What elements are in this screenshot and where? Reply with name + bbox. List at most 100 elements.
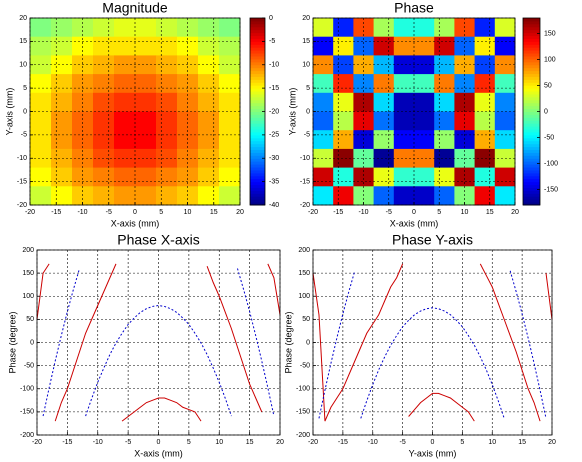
heatmap-cell: [373, 186, 395, 206]
heatmap-cell: [177, 111, 199, 131]
colorbar-segment: [250, 152, 265, 156]
x-tick-label: 10: [488, 439, 496, 446]
colorbar-segment: [250, 50, 265, 54]
heatmap-cell: [177, 167, 199, 187]
heatmap-cell: [313, 148, 334, 169]
heatmap-cell: [93, 186, 115, 206]
colorbar-segment: [250, 76, 265, 80]
heatmap-cell: [51, 36, 73, 56]
heatmap-cell: [494, 74, 516, 94]
colorbar-segment: [250, 47, 265, 51]
heatmap-cell: [114, 111, 136, 131]
heatmap-cell: [114, 55, 136, 75]
colorbar-segment: [523, 99, 540, 104]
heatmap-cell: [494, 18, 516, 38]
heatmap-cell: [414, 167, 435, 187]
heatmap-cell: [393, 167, 415, 187]
heatmap-cell: [51, 186, 73, 206]
x-tick-label: -15: [333, 209, 343, 216]
x-tick-label: 15: [246, 439, 254, 446]
x-tick-label: -10: [77, 209, 87, 216]
heatmap-cell: [494, 167, 516, 187]
colorbar-segment: [523, 108, 540, 112]
colorbar-tick-label: -25: [269, 132, 279, 139]
colorbar-segment: [250, 70, 265, 75]
heatmap-cell: [198, 111, 220, 131]
colorbar-segment: [523, 88, 540, 92]
y-tick-label: 10: [19, 62, 27, 69]
heatmap-cell: [333, 18, 354, 38]
y-tick-label: 0: [30, 339, 34, 346]
heatmap-cell: [93, 130, 115, 150]
colorbar-segment: [523, 172, 540, 177]
x-tick-label: -10: [368, 439, 378, 446]
heatmap-cell: [414, 55, 435, 75]
colorbar-segment: [523, 202, 540, 206]
x-tick-label: 5: [437, 209, 441, 216]
colorbar-segment: [523, 96, 540, 101]
heatmap-cell: [51, 74, 73, 94]
heatmap-cell: [454, 111, 476, 131]
colorbar-segment: [523, 193, 540, 197]
heatmap-cell: [219, 74, 241, 94]
colorbar-segment: [523, 85, 540, 89]
heatmap-cell: [156, 130, 178, 150]
heatmap-cell: [51, 130, 73, 150]
heatmap-cell: [454, 55, 476, 75]
x-axis-label: X-axis (mm): [390, 218, 439, 228]
heatmap-cell: [219, 18, 241, 38]
colorbar-tick-label: -30: [269, 155, 279, 162]
colorbar-segment: [523, 58, 540, 63]
heatmap-cell: [333, 111, 354, 131]
heatmap-cell: [373, 111, 395, 131]
heatmap-cell: [434, 167, 455, 187]
x-tick-label: 5: [187, 439, 191, 446]
heatmap-cell: [353, 167, 375, 187]
heatmap-cell: [135, 92, 157, 112]
x-tick-label: 15: [518, 439, 526, 446]
x-tick-label: -5: [106, 209, 112, 216]
heatmap-cell: [414, 18, 435, 38]
heatmap-cell: [219, 55, 241, 75]
colorbar-segment: [250, 126, 265, 130]
colorbar-segment: [250, 105, 265, 110]
colorbar-segment: [250, 143, 265, 148]
colorbar-segment: [523, 178, 540, 183]
y-tick-label: -150: [296, 409, 310, 416]
heatmap-cell: [51, 55, 73, 75]
heatmap-cell: [198, 148, 220, 169]
colorbar-segment: [523, 18, 540, 22]
colorbar-segment: [523, 79, 540, 83]
colorbar-segment: [250, 161, 265, 165]
colorbar-segment: [523, 105, 540, 110]
heatmap-cell: [135, 111, 157, 131]
colorbar-segment: [523, 161, 540, 165]
colorbar-segment: [250, 190, 265, 194]
heatmap-cell: [434, 18, 455, 38]
heatmap-cell: [114, 92, 136, 112]
colorbar-segment: [250, 137, 265, 142]
heatmap-cell: [474, 186, 496, 206]
colorbar-segment: [250, 41, 265, 45]
y-tick-label: 0: [306, 339, 310, 346]
colorbar-segment: [250, 169, 265, 174]
y-tick-label: 5: [23, 85, 27, 92]
heatmap-cell: [333, 74, 354, 94]
heatmap-cell: [156, 74, 178, 94]
heatmap-cell: [51, 167, 73, 187]
colorbar-segment: [250, 26, 265, 31]
heatmap-cell: [72, 167, 94, 187]
y-tick-label: -50: [300, 362, 310, 369]
colorbar-segment: [250, 114, 265, 118]
colorbar-segment: [523, 73, 540, 77]
colorbar-segment: [250, 29, 265, 34]
heatmap-cell: [198, 74, 220, 94]
colorbar-segment: [523, 38, 540, 42]
colorbar-segment: [250, 55, 265, 60]
colorbar-tick-label: 100: [544, 56, 556, 63]
heatmap-cell: [414, 130, 435, 150]
x-tick-label: -10: [358, 209, 368, 216]
x-tick-label: 20: [548, 439, 556, 446]
colorbar-segment: [523, 93, 540, 98]
heatmap-cell: [219, 92, 241, 112]
